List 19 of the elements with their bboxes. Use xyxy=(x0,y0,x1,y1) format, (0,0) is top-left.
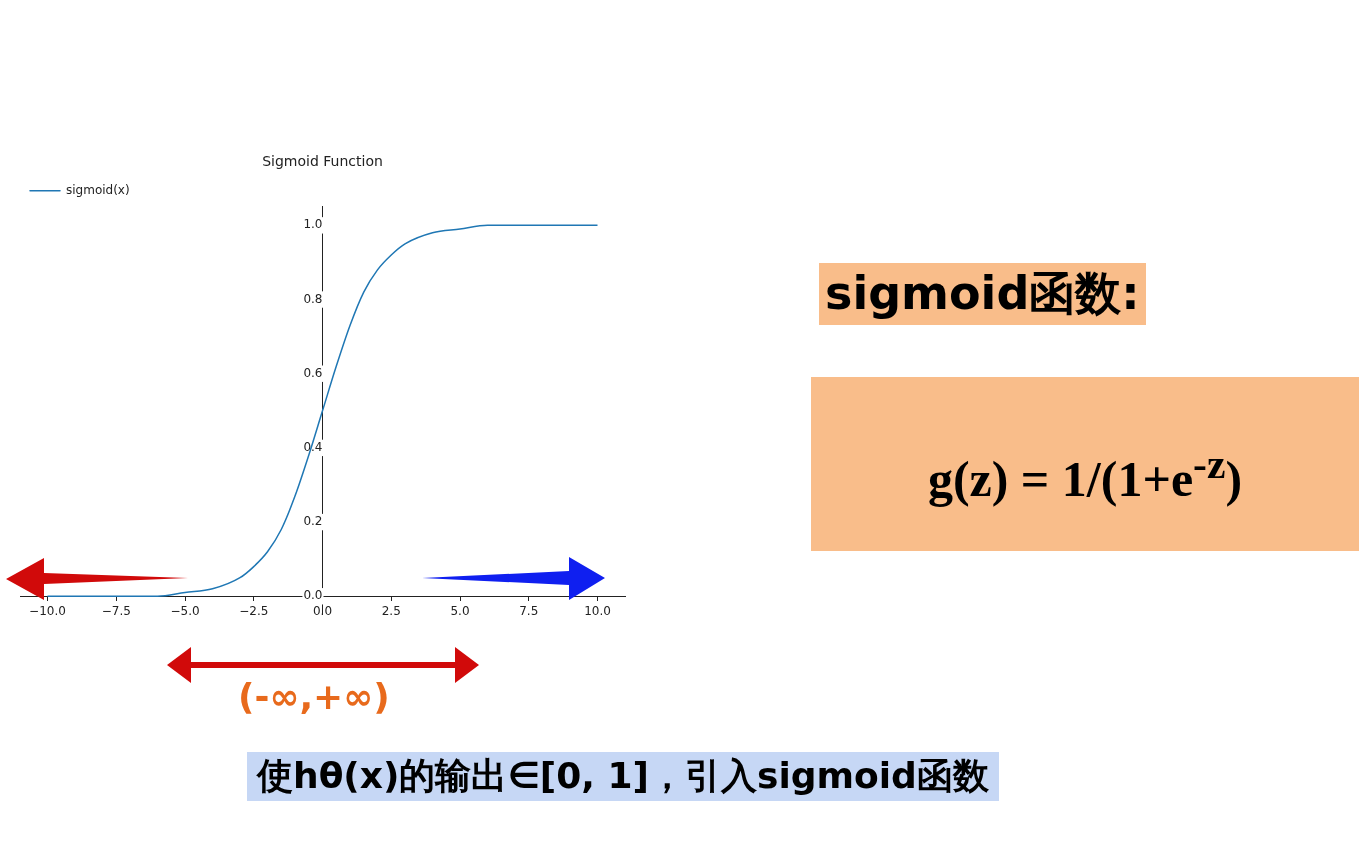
y-tick-label: 0.2 xyxy=(303,514,323,529)
x-tick-label: −10.0 xyxy=(29,603,66,618)
text: (-∞,+∞) xyxy=(238,676,390,717)
x-tick-label: 7.5 xyxy=(519,603,539,618)
x-tick-label: −7.5 xyxy=(101,603,131,618)
x-tick-label: 5.0 xyxy=(450,603,470,618)
chart-title: Sigmoid Function xyxy=(262,153,383,170)
text: g(z) = 1/(1+e$^{-z}$) xyxy=(811,377,1359,551)
y-tick-label: 0.0 xyxy=(303,588,323,603)
y-tick-label: 0.8 xyxy=(303,291,323,306)
x-tick-label: −2.5 xyxy=(239,603,269,618)
x-tick-label: 10.0 xyxy=(584,603,611,618)
y-tick-label: 0.6 xyxy=(303,365,323,380)
y-tick-label: 1.0 xyxy=(303,217,323,232)
x-tick-label: 2.5 xyxy=(381,603,401,618)
legend-label: sigmoid(x) xyxy=(66,182,130,197)
text: 使hθ(x)的输出∈[0, 1]，引入sigmoid函数 xyxy=(247,752,999,801)
x-tick-label: −5.0 xyxy=(170,603,200,618)
text: sigmoid函数: xyxy=(819,263,1146,325)
